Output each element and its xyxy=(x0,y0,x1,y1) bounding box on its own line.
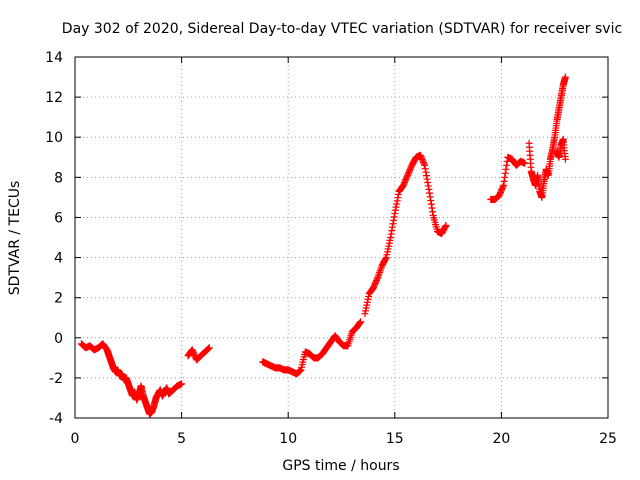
data-point xyxy=(425,185,433,193)
data-point xyxy=(377,265,385,273)
data-point xyxy=(388,227,396,235)
data-point xyxy=(442,221,450,229)
chart-title: Day 302 of 2020, Sidereal Day-to-day VTE… xyxy=(62,21,622,37)
data-point xyxy=(501,173,509,181)
x-tick-labels: 0 5 10 15 20 25 xyxy=(71,431,617,447)
data-point xyxy=(424,182,432,190)
axis-ticks xyxy=(74,56,609,419)
data-point xyxy=(393,197,401,205)
x-tick-label: 10 xyxy=(279,431,297,447)
data-point xyxy=(422,168,430,176)
data-points xyxy=(77,73,569,418)
data-point xyxy=(374,274,382,282)
data-point xyxy=(561,155,569,163)
y-tick-label: 0 xyxy=(54,331,63,347)
data-point xyxy=(390,216,398,224)
data-point xyxy=(501,169,509,177)
data-point xyxy=(375,270,383,278)
x-tick-label: 15 xyxy=(386,431,404,447)
data-point xyxy=(500,177,508,185)
data-point xyxy=(178,380,186,388)
y-tick-label: -2 xyxy=(49,371,63,387)
x-axis-label: GPS time / hours xyxy=(282,458,399,474)
data-point xyxy=(427,197,435,205)
x-tick-label: 25 xyxy=(599,431,617,447)
data-point xyxy=(429,208,437,216)
y-tick-label: 14 xyxy=(45,50,63,66)
data-point xyxy=(376,268,384,276)
data-point xyxy=(502,165,510,173)
grid xyxy=(75,57,608,418)
data-point xyxy=(394,194,402,202)
data-point xyxy=(376,267,384,275)
plot-frame xyxy=(74,56,609,419)
data-point xyxy=(421,161,429,169)
data-point xyxy=(387,230,395,238)
data-point xyxy=(387,234,395,241)
y-axis-label: SDTVAR / TECUs xyxy=(7,181,23,296)
data-point xyxy=(391,206,399,214)
data-point xyxy=(422,172,430,180)
y-tick-label: 12 xyxy=(45,90,63,106)
y-tick-label: 6 xyxy=(54,210,63,226)
data-point xyxy=(426,189,434,197)
data-point xyxy=(355,319,363,327)
x-tick-label: 0 xyxy=(71,431,80,447)
data-point xyxy=(393,200,401,208)
y-tick-label: 2 xyxy=(54,291,63,307)
data-point xyxy=(382,255,390,263)
data-point xyxy=(426,193,434,201)
y-tick-label: -4 xyxy=(49,411,63,427)
x-tick-label: 5 xyxy=(177,431,186,447)
data-point xyxy=(388,223,396,231)
y-tick-label: 10 xyxy=(45,130,63,146)
data-point xyxy=(392,203,400,211)
data-point xyxy=(500,181,508,189)
y-tick-label: 8 xyxy=(54,170,63,186)
data-point xyxy=(374,272,382,280)
y-tick-labels: -4 -2 0 2 4 6 8 10 12 14 xyxy=(45,50,63,427)
data-point xyxy=(427,200,435,208)
data-point xyxy=(499,183,507,191)
data-point xyxy=(420,160,428,168)
data-point xyxy=(561,73,569,81)
data-point xyxy=(389,220,397,228)
data-point xyxy=(503,161,511,169)
data-point xyxy=(421,165,429,173)
data-point xyxy=(357,318,365,326)
data-point xyxy=(205,344,213,352)
y-tick-label: 4 xyxy=(54,251,63,267)
data-point xyxy=(390,213,398,221)
data-point xyxy=(356,319,364,327)
data-point xyxy=(428,204,436,212)
data-point xyxy=(423,175,431,183)
data-point xyxy=(394,191,402,199)
data-point xyxy=(424,178,432,186)
x-tick-label: 20 xyxy=(492,431,510,447)
data-point xyxy=(373,275,381,283)
data-point xyxy=(441,223,449,231)
data-point xyxy=(391,209,399,217)
